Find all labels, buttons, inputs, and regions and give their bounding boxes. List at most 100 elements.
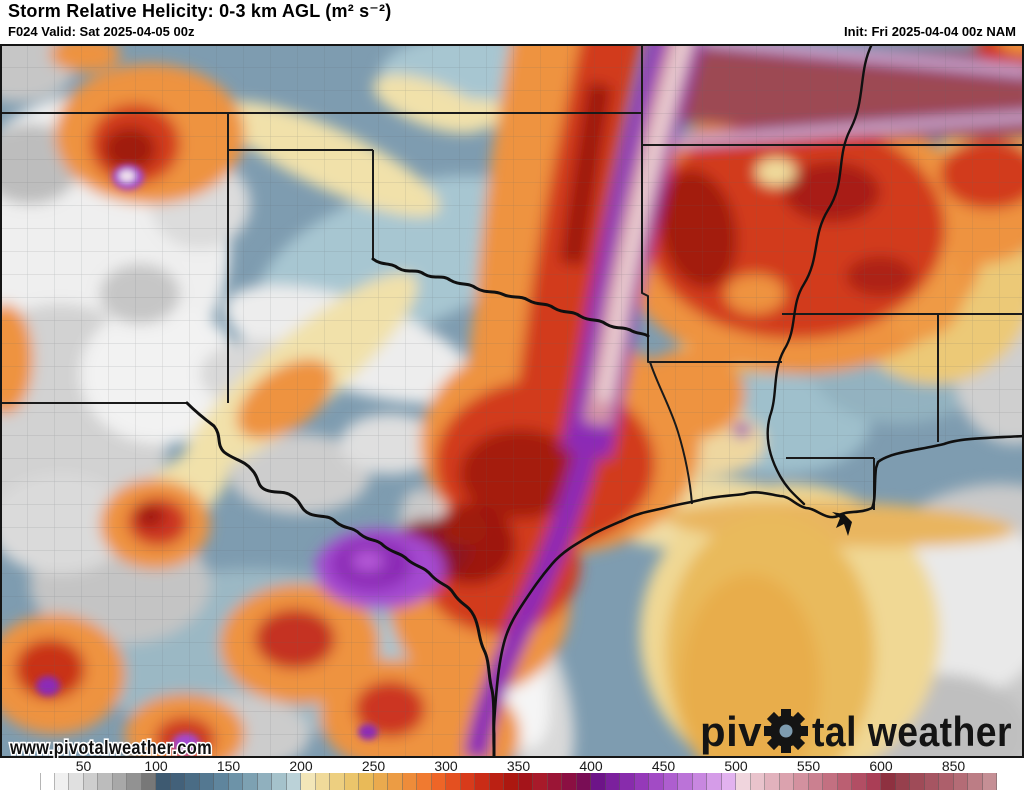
colorbar-cell (852, 773, 867, 790)
colorbar-cell (127, 773, 142, 790)
colorbar-cell (547, 773, 562, 790)
colorbar-cell (576, 773, 591, 790)
colorbar-cell (156, 773, 171, 790)
header: Storm Relative Helicity: 0-3 km AGL (m² … (0, 0, 1024, 44)
logo-text-prefix: piv (700, 708, 762, 755)
colorbar-tick-200: 200 (289, 758, 313, 774)
colorbar-cell (170, 773, 185, 790)
model-init-label: Init: Fri 2025-04-04 00z NAM (844, 24, 1016, 39)
colorbar-cell (112, 773, 127, 790)
colorbar-cell (98, 773, 113, 790)
red-river (371, 257, 650, 338)
colorbar-cell (373, 773, 388, 790)
colorbar-tick-300: 300 (434, 758, 458, 774)
colorbar-cell (924, 773, 939, 790)
colorbar-tick-550: 550 (796, 758, 821, 774)
colorbar-cell (779, 773, 794, 790)
colorbar-tick-500: 500 (724, 758, 748, 774)
colorbar-cell (388, 773, 403, 790)
colorbar-cell (866, 773, 881, 790)
colorbar-cell (910, 773, 925, 790)
colorbar-tick-100: 100 (144, 758, 168, 774)
colorbar-cell (808, 773, 823, 790)
colorbar-cell (330, 773, 345, 790)
colorbar-cell (286, 773, 301, 790)
colorbar-cell (40, 773, 55, 790)
helicity-map-svg: www.pivotalweather.com piv (0, 44, 1024, 758)
colorbar-tick-150: 150 (216, 758, 241, 774)
colorbar-cell (562, 773, 577, 790)
colorbar-cell (83, 773, 98, 790)
colorbar-cell (692, 773, 707, 790)
pivotal-weather-logo: piv tal weather (700, 708, 1012, 755)
gear-icon (764, 709, 808, 753)
colorbar-tick-450: 450 (651, 758, 676, 774)
forecast-valid-label: F024 Valid: Sat 2025-04-05 00z (8, 24, 195, 39)
colorbar-cell (895, 773, 910, 790)
colorbar-cell (533, 773, 548, 790)
colorbar-cell (344, 773, 359, 790)
watermark-url: www.pivotalweather.com (9, 738, 212, 758)
colorbar-cell (431, 773, 446, 790)
colorbar-cell (750, 773, 765, 790)
colorbar-cell (315, 773, 330, 790)
colorbar-cell (54, 773, 69, 790)
colorbar-cell (620, 773, 635, 790)
colorbar-cell (591, 773, 606, 790)
colorbar-cell (939, 773, 954, 790)
colorbar-cell (663, 773, 678, 790)
colorbar-tick-600: 600 (869, 758, 893, 774)
colorbar-tick-250: 250 (361, 758, 386, 774)
colorbar-cell (460, 773, 475, 790)
colorbar-cell (707, 773, 722, 790)
colorbar-cell (634, 773, 649, 790)
colorbar-tick-50: 50 (75, 758, 92, 774)
coastline (492, 434, 1024, 758)
mississippi-river (766, 44, 874, 506)
colorbar-cell (518, 773, 533, 790)
colorbar-tick-350: 350 (506, 758, 531, 774)
colorbar-cell (446, 773, 461, 790)
colorbar-cell (982, 773, 997, 790)
colorbar-cell (475, 773, 490, 790)
colorbar-cell (141, 773, 156, 790)
colorbar-cell (968, 773, 983, 790)
state-borders (0, 44, 1024, 510)
colorbar-cell (301, 773, 316, 790)
colorbar-cell (953, 773, 968, 790)
colorbar-cell (765, 773, 780, 790)
colorbar-cell (794, 773, 809, 790)
colorbar-tick-850: 850 (941, 758, 966, 774)
colorbar-cell (837, 773, 852, 790)
colorbar-cell (736, 773, 751, 790)
colorbar-cell (272, 773, 287, 790)
colorbar-cell (243, 773, 258, 790)
colorbar-legend: 50 100 150 200 250 300 350 400 450 500 550 600 850 (0, 758, 1024, 791)
gulf-plume-layer (640, 484, 1015, 758)
colorbar-cell (402, 773, 417, 790)
colorbar-cell (678, 773, 693, 790)
colorbar-cell (489, 773, 504, 790)
colorbar-cell (823, 773, 838, 790)
colorbar-cell (214, 773, 229, 790)
colorbar-cell (359, 773, 374, 790)
colorbar-cell (649, 773, 664, 790)
rivers-and-coast (185, 44, 1024, 758)
mississippi-delta (832, 512, 852, 536)
map-frame (0, 44, 1024, 758)
colorbar-cell (185, 773, 200, 790)
colorbar-cell (257, 773, 272, 790)
colorbar-cell (417, 773, 432, 790)
colorbar-tick-400: 400 (579, 758, 603, 774)
rio-grande (185, 401, 496, 758)
weather-map: www.pivotalweather.com piv (0, 44, 1024, 758)
colorbar-cell (605, 773, 620, 790)
colorbar-cell (881, 773, 896, 790)
colorbar-cell (228, 773, 243, 790)
colorbar-cell (721, 773, 736, 790)
logo-text-suffix: tal weather (812, 708, 1012, 755)
colorbar-cell (504, 773, 519, 790)
colorbar-strip (40, 773, 997, 790)
colorbar-cell (199, 773, 214, 790)
